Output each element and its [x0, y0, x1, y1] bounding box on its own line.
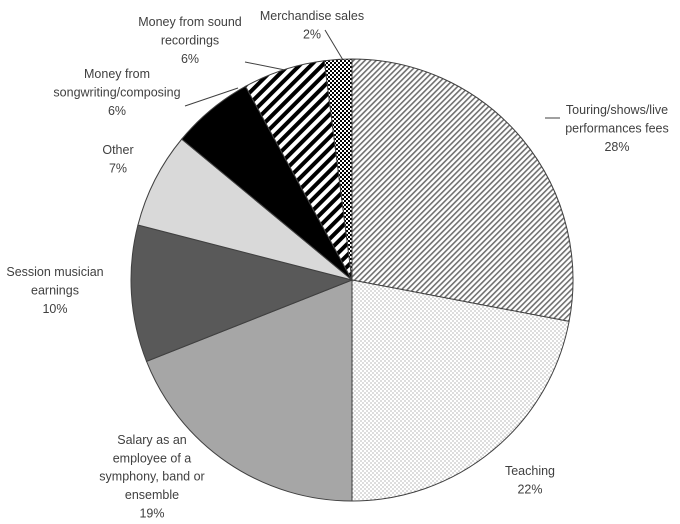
value-label: 19%	[139, 506, 164, 520]
category-label: Money from songwriting/composing	[53, 67, 180, 99]
value-label: 6%	[108, 104, 126, 118]
leader-lines	[184, 29, 560, 119]
leader-line	[244, 61, 286, 71]
category-label: Merchandise sales	[260, 9, 364, 23]
pie-slice	[351, 279, 570, 502]
category-label: Session musician earnings	[6, 265, 103, 297]
category-label: Touring/shows/live performances fees	[565, 103, 669, 135]
pie-slice	[130, 224, 354, 363]
category-label: Teaching	[505, 464, 555, 478]
pie-slice	[145, 279, 353, 502]
category-label: Money from sound recordings	[138, 15, 242, 47]
pie-slice	[323, 58, 353, 281]
category-label: Salary as an employee of a symphony, band …	[99, 433, 204, 502]
value-label: 7%	[109, 162, 127, 176]
leader-line	[184, 87, 239, 107]
value-label: 28%	[604, 140, 629, 154]
pie-slice	[351, 58, 574, 322]
value-label: 6%	[181, 52, 199, 66]
value-label: 22%	[517, 483, 542, 497]
value-label: 10%	[42, 302, 67, 316]
value-label: 2%	[303, 28, 321, 42]
category-label: Other	[102, 143, 133, 157]
leader-line	[324, 29, 344, 61]
